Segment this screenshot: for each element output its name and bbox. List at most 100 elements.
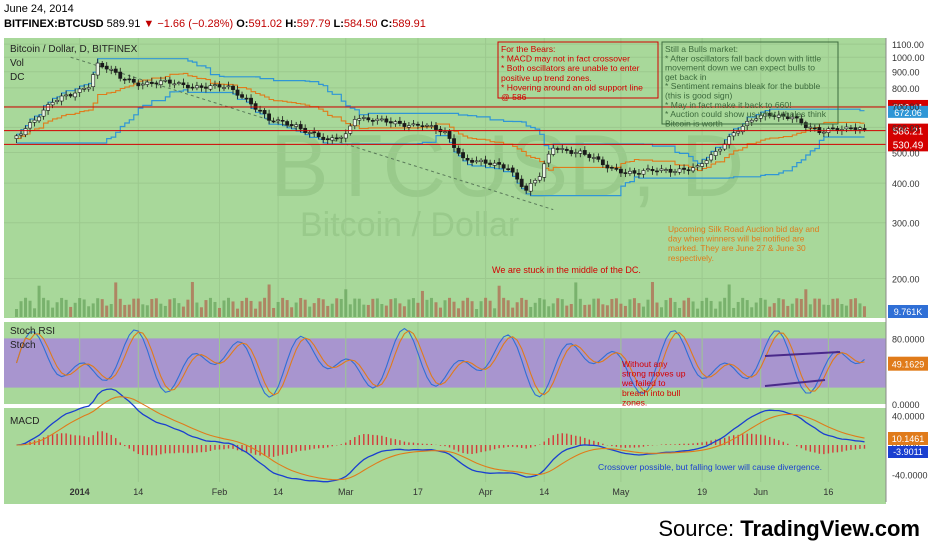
dc-upper-tag xyxy=(888,105,928,118)
bears-note-line: * Hovering around an old support line xyxy=(501,82,643,92)
volume-bar xyxy=(136,298,140,317)
volume-bar xyxy=(299,297,303,317)
candle-body xyxy=(122,78,127,81)
candle-body xyxy=(655,170,659,173)
candle-body xyxy=(488,162,493,165)
candle-body xyxy=(758,114,763,119)
candle-body xyxy=(677,168,682,173)
candle-body xyxy=(127,78,132,81)
candle-body xyxy=(316,132,321,138)
level-tag xyxy=(888,137,928,152)
candle-body xyxy=(343,133,348,139)
volume-bar xyxy=(475,308,479,317)
candle-body xyxy=(461,152,465,159)
volume-bar xyxy=(826,304,830,317)
candle-body xyxy=(533,180,538,184)
candle-body xyxy=(474,160,479,163)
volume-bar xyxy=(853,298,857,317)
volume-bar xyxy=(763,299,767,317)
volume-bar xyxy=(37,285,41,317)
candle-body xyxy=(384,118,389,123)
volume-bar xyxy=(452,301,456,317)
price-tick-label: 1000.00 xyxy=(892,53,925,63)
volume-bar xyxy=(443,300,447,317)
volume-bar xyxy=(285,300,289,317)
volume-bar xyxy=(448,297,452,317)
candle-body xyxy=(226,85,231,88)
candle-body xyxy=(231,85,235,90)
volume-bar xyxy=(506,300,510,317)
candle-body xyxy=(695,165,700,168)
volume-bar xyxy=(290,307,294,317)
candle-body xyxy=(479,159,483,162)
macd-title: MACD xyxy=(10,416,39,427)
volume-bar xyxy=(610,298,614,317)
price-tick-label: 1100.00 xyxy=(892,40,924,50)
close-key: C: xyxy=(380,18,393,30)
volume-bar xyxy=(78,298,82,317)
volume-bar xyxy=(664,300,668,317)
volume-bar xyxy=(470,301,474,317)
dc-upper-line xyxy=(16,58,865,164)
volume-bar xyxy=(723,297,727,317)
candle-body xyxy=(646,168,650,171)
stoch-note-line: we failed to xyxy=(621,378,666,388)
time-tick-label: Feb xyxy=(212,487,228,497)
panel-backgrounds xyxy=(4,38,886,504)
source-brand: TradingView.com xyxy=(740,516,920,541)
candle-body xyxy=(452,138,456,148)
candle-body xyxy=(524,185,529,191)
volume-bar xyxy=(484,297,488,317)
price-tick-label: 900.00 xyxy=(892,68,920,78)
candle-body xyxy=(560,148,565,150)
volume-bar xyxy=(619,303,623,317)
candle-body xyxy=(379,118,384,121)
bears-note-box xyxy=(497,41,659,99)
candle-body xyxy=(393,121,398,125)
macd-note-line: Crossover possible, but falling lower wi… xyxy=(598,462,822,472)
candle-body xyxy=(794,116,799,119)
bears-note-line: * Both oscillators are unable to enter xyxy=(501,63,640,73)
last-price: 589.91 xyxy=(106,18,141,30)
candle-body xyxy=(64,94,69,97)
candle-body xyxy=(745,121,750,126)
candle-body xyxy=(713,151,718,156)
volume-bar xyxy=(696,308,700,317)
time-tick-label: 2014 xyxy=(70,487,90,497)
volume-bar xyxy=(538,298,542,317)
watermark-name: Bitcoin / Dollar xyxy=(300,206,519,244)
candle-body xyxy=(673,171,677,173)
candle-body xyxy=(785,116,790,119)
candle-body xyxy=(641,170,646,175)
volume-bar xyxy=(750,307,754,317)
volume-bar xyxy=(109,304,113,317)
candle-body xyxy=(330,137,335,141)
volume-bar xyxy=(709,300,713,317)
candle-body xyxy=(465,158,470,161)
candle-body xyxy=(55,100,60,102)
volume-bar xyxy=(118,298,122,317)
volume-tag xyxy=(888,305,928,318)
candle-body xyxy=(73,92,78,98)
volume-bar xyxy=(438,307,442,317)
candle-body xyxy=(659,168,664,171)
candle-body xyxy=(650,169,655,172)
volume-bar xyxy=(186,299,190,317)
volume-bar xyxy=(777,298,781,317)
volume-bar xyxy=(646,299,650,317)
volume-bar xyxy=(123,304,127,317)
volume-bar xyxy=(569,304,573,317)
volume-bar xyxy=(267,284,271,317)
volume-bar xyxy=(556,298,560,317)
price-panel-bg xyxy=(4,38,886,318)
candle-body xyxy=(425,124,429,127)
candle-body xyxy=(704,160,709,164)
volume-bar xyxy=(831,298,835,317)
volume-bar xyxy=(768,306,772,317)
candle-body xyxy=(294,124,299,127)
candle-body xyxy=(339,136,344,139)
volume-bar xyxy=(858,303,862,317)
